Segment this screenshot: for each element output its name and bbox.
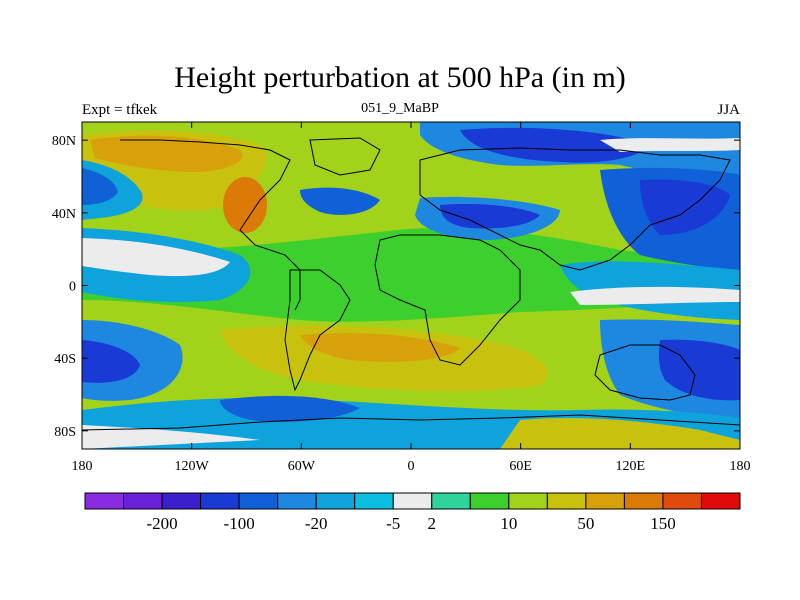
lon-tick-label: 0 [408, 459, 415, 474]
lat-tick-label: 40S [54, 352, 76, 367]
north-america-coast [120, 139, 301, 311]
colorbar-swatch [469, 492, 510, 510]
north-blue-core [460, 127, 650, 163]
lon-tick-label: 180 [72, 459, 93, 474]
europe-africa-coast [374, 234, 521, 366]
nw-pacific-core [82, 168, 118, 205]
lat-tick-label: 40N [52, 207, 76, 222]
season-label: JJA [717, 102, 740, 118]
colorbar-swatch [238, 492, 279, 510]
colorbar-label: 150 [650, 514, 676, 533]
contour-field [82, 122, 740, 449]
colorbar-swatch [700, 492, 741, 510]
colorbar-swatch [508, 492, 548, 510]
antarctic-white [82, 425, 260, 449]
colorbar-label: 2 [428, 514, 437, 533]
colorbar [84, 492, 741, 510]
sh-west-core [82, 340, 140, 383]
antarctica-coast [82, 414, 740, 431]
lat-tick-label: 80S [54, 425, 76, 440]
colorbar-swatch [123, 492, 163, 510]
colorbar-swatch [277, 492, 317, 510]
colorbar-label: -100 [224, 514, 255, 533]
colorbar-label: 10 [500, 514, 517, 533]
lat-tick-label: 0 [69, 280, 76, 295]
main-title: Height perturbation at 500 hPa (in m) [174, 61, 626, 94]
nh-orange-blob [223, 177, 267, 233]
eurasia-coast [419, 147, 731, 271]
lon-tick-label: 120E [616, 459, 646, 474]
sh-orange-core [300, 333, 460, 362]
colorbar-swatch [623, 492, 664, 510]
antarctic-blue-core [220, 395, 360, 422]
colorbar-swatch [431, 492, 471, 510]
nh-orange-core [90, 135, 243, 172]
colorbar-swatch [546, 492, 587, 510]
lon-tick-label: 180 [730, 459, 751, 474]
greenland-coast [309, 137, 381, 176]
colorbar-swatch [200, 492, 240, 510]
lat-tick-marks [82, 139, 740, 432]
colorbar-swatch [354, 492, 394, 510]
colorbar-swatch [84, 492, 125, 510]
equatorial-white-east [570, 286, 740, 305]
eurasia-blue [300, 187, 380, 215]
coastlines [82, 137, 740, 431]
colorbar-label: -20 [305, 514, 328, 533]
lon-tick-marks [81, 122, 741, 449]
australia-coast [594, 344, 696, 401]
equatorial-white-west [82, 238, 230, 277]
east-pacific-gap [600, 138, 740, 152]
colorbar-label: -5 [386, 514, 400, 533]
antarctic-east-yellow [500, 418, 740, 449]
experiment-label: Expt = tfkek [82, 102, 158, 118]
asia-blue-core [440, 204, 540, 229]
colorbar-swatch [392, 492, 433, 510]
lat-tick-label: 80N [52, 134, 76, 149]
colorbar-label: 50 [577, 514, 594, 533]
colorbar-swatch [662, 492, 702, 510]
south-america-coast [284, 269, 351, 392]
lon-tick-label: 60W [288, 459, 316, 474]
colorbar-labels: -200 -100 -20 -5 2 10 50 150 [146, 514, 675, 533]
colorbar-swatch [585, 492, 625, 510]
colorbar-swatch [161, 492, 202, 510]
lon-tick-label: 60E [509, 459, 532, 474]
lon-tick-labels: 180 120W 60W 0 60E 120E 180 [72, 459, 751, 474]
lat-tick-labels: 80N 40N 0 40S 80S [52, 134, 76, 440]
colorbar-label: -200 [146, 514, 177, 533]
colorbar-swatch [315, 492, 356, 510]
run-label: 051_9_MaBP [361, 101, 439, 116]
lon-tick-label: 120W [175, 459, 210, 474]
